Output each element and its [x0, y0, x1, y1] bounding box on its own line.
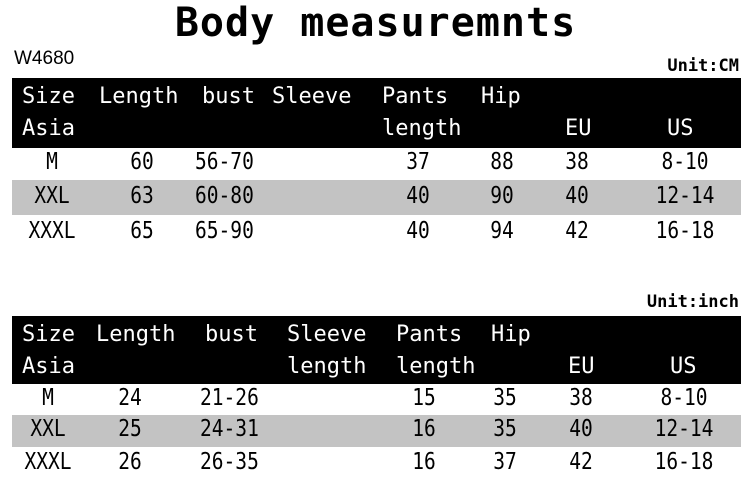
table-cell: XXL: [34, 183, 70, 209]
column-header: bust: [205, 322, 258, 347]
unit-label-inch: Unit:inch: [646, 292, 739, 312]
table-cell: 65: [130, 218, 154, 244]
table-cell: 38: [569, 385, 593, 411]
column-header-subline: Asia: [22, 116, 75, 141]
table-cell: 15: [412, 385, 436, 411]
table-cell: 42: [569, 449, 593, 475]
table-header: [12, 316, 741, 384]
table-cell: 24: [118, 385, 142, 411]
table-cell: 40: [565, 183, 589, 209]
table-cell: 37: [493, 449, 517, 475]
unit-label-cm: Unit:CM: [667, 56, 739, 76]
column-header: Length: [99, 84, 179, 109]
table-cell: 35: [493, 385, 517, 411]
column-header-subline: Asia: [22, 354, 75, 379]
table-cell: 16-18: [655, 218, 715, 244]
column-header-subline: EU: [565, 116, 592, 141]
table-cell: 40: [569, 416, 593, 442]
table-row: [12, 148, 741, 180]
column-header: Length: [96, 322, 176, 347]
product-code: W4680: [14, 48, 75, 69]
table-cell: 16: [412, 416, 436, 442]
table-cell: 8-10: [660, 385, 708, 411]
column-header: Pants: [382, 84, 449, 109]
column-header-subline: length: [287, 354, 367, 379]
table-cell: 8-10: [661, 149, 709, 175]
table-cell: XXL: [30, 416, 66, 442]
column-header: Size: [22, 84, 75, 109]
table-cell: 26-35: [200, 449, 259, 475]
table-cell: 56-70: [195, 149, 254, 175]
table-cell: 12-14: [654, 416, 714, 442]
table-header: [12, 78, 741, 148]
table-cell: 40: [406, 218, 430, 244]
table-cell: 25: [118, 416, 142, 442]
table-cell: 60-80: [195, 183, 254, 209]
table-cell: 16: [412, 449, 436, 475]
column-header: Pants: [396, 322, 463, 347]
table-cell: 24-31: [200, 416, 259, 442]
table-cell: 60: [130, 149, 154, 175]
column-header: Hip: [481, 84, 521, 109]
table-cell: 37: [406, 149, 430, 175]
table-cell: 16-18: [654, 449, 714, 475]
table-cell: 94: [490, 218, 514, 244]
table-row: [12, 215, 741, 250]
table-cell: 42: [565, 218, 589, 244]
table-cell: 63: [130, 183, 154, 209]
column-header-subline: length: [382, 116, 462, 141]
table-row: [12, 180, 741, 215]
column-header-subline: US: [670, 354, 697, 379]
column-header: Hip: [491, 322, 531, 347]
table-cell: XXXL: [28, 218, 76, 244]
table-cell: M: [42, 385, 54, 411]
table-cell: 65-90: [195, 218, 254, 244]
column-header: Size: [22, 322, 75, 347]
table-cell: M: [46, 149, 58, 175]
column-header: Sleeve: [272, 84, 352, 109]
column-header-subline: EU: [568, 354, 595, 379]
column-header: Sleeve: [287, 322, 367, 347]
table-cell: 88: [490, 149, 514, 175]
table-cell: 35: [493, 416, 517, 442]
page-title: Body measuremnts: [174, 0, 577, 46]
table-cell: 26: [118, 449, 142, 475]
table-row: [12, 415, 741, 447]
column-header: bust: [202, 84, 255, 109]
table-cell: XXXL: [24, 449, 72, 475]
table-cell: 12-14: [655, 183, 715, 209]
column-header-subline: US: [667, 116, 694, 141]
column-header-subline: length: [396, 354, 476, 379]
table-cell: 90: [490, 183, 514, 209]
table-cell: 40: [406, 183, 430, 209]
table-cell: 38: [565, 149, 589, 175]
table-cell: 21-26: [200, 385, 259, 411]
